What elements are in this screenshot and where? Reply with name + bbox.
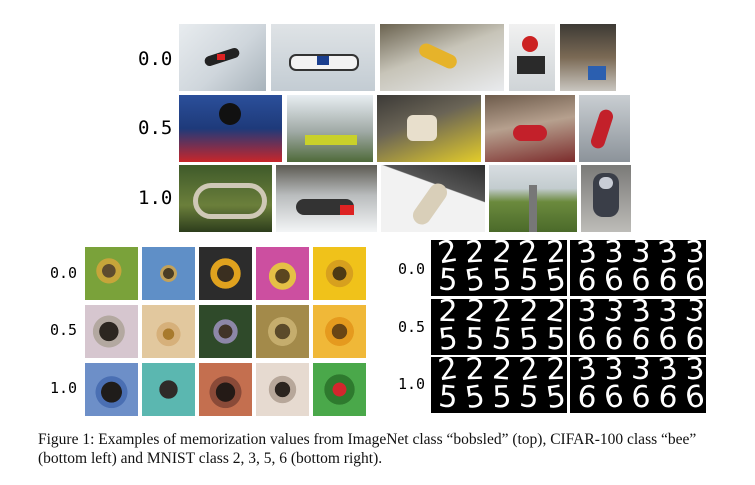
bee-image — [313, 363, 366, 416]
bee-image — [313, 305, 366, 358]
cifar-row-label: 1.0 — [50, 379, 78, 397]
bobsled-image — [489, 165, 577, 232]
bee-image — [256, 247, 309, 300]
imagenet-row-label: 1.0 — [138, 187, 173, 209]
bee-image — [142, 363, 195, 416]
mnist-panel — [570, 299, 706, 355]
mnist-row-label: 0.5 — [398, 318, 426, 336]
cifar-row-label: 0.0 — [50, 264, 78, 282]
bobsled-image — [579, 95, 630, 162]
bobsled-image — [377, 95, 481, 162]
mnist-row-label: 1.0 — [398, 375, 426, 393]
imagenet-row-label: 0.5 — [138, 117, 173, 139]
bobsled-image — [276, 165, 377, 232]
mnist-panel — [570, 357, 706, 413]
bee-image — [142, 247, 195, 300]
bee-image — [256, 363, 309, 416]
bobsled-image — [179, 24, 266, 91]
bobsled-image — [380, 24, 504, 91]
mnist-digit: 5 — [543, 378, 569, 417]
bee-image — [85, 363, 138, 416]
figure-caption: Figure 1: Examples of memorization value… — [38, 431, 697, 467]
bobsled-image — [271, 24, 375, 91]
mnist-panel — [431, 240, 567, 296]
bee-image — [199, 247, 252, 300]
bobsled-image — [179, 165, 272, 232]
bobsled-image — [485, 95, 575, 162]
mnist-panel — [431, 299, 567, 355]
bobsled-image — [581, 165, 631, 232]
mnist-panel — [431, 357, 567, 413]
bee-image — [313, 247, 366, 300]
cifar-row-label: 0.5 — [50, 321, 78, 339]
bee-image — [256, 305, 309, 358]
mnist-panel — [570, 240, 706, 296]
bobsled-image — [560, 24, 616, 91]
bobsled-image — [287, 95, 373, 162]
bobsled-image — [179, 95, 282, 162]
imagenet-row-label: 0.0 — [138, 48, 173, 70]
bee-image — [85, 247, 138, 300]
bee-image — [142, 305, 195, 358]
bee-image — [199, 305, 252, 358]
mnist-row-label: 0.0 — [398, 260, 426, 278]
bee-image — [199, 363, 252, 416]
bobsled-image — [509, 24, 555, 91]
mnist-digit: 5 — [546, 321, 566, 358]
bobsled-image — [381, 165, 485, 232]
mnist-digit: 6 — [685, 321, 705, 358]
bee-image — [85, 305, 138, 358]
mnist-digit: 6 — [682, 378, 708, 417]
